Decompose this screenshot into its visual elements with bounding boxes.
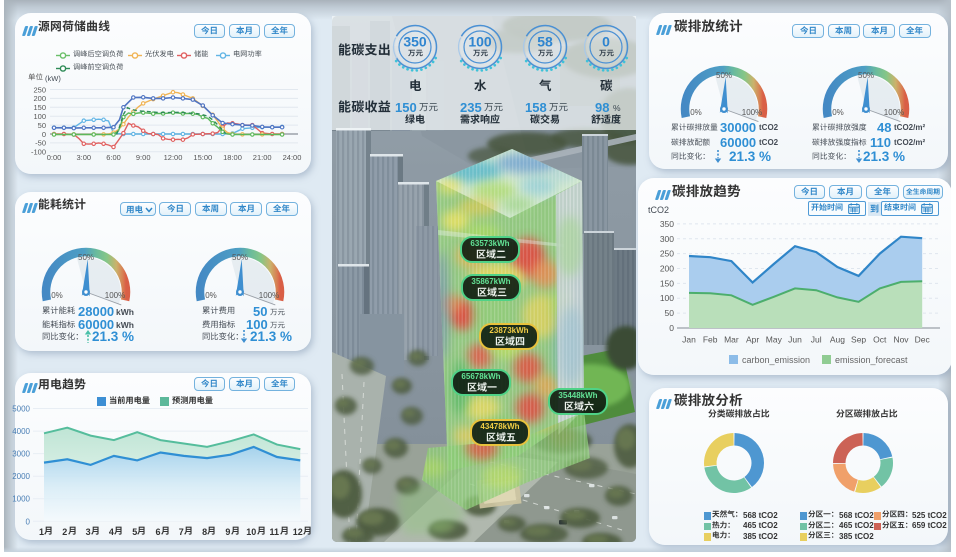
svg-text:0%: 0% xyxy=(205,291,217,300)
svg-text:50%: 50% xyxy=(858,71,874,80)
svg-text:15:00: 15:00 xyxy=(193,153,212,162)
svg-text:350: 350 xyxy=(660,219,674,229)
svg-text:-50: -50 xyxy=(35,139,46,148)
svg-text:0%: 0% xyxy=(832,108,844,117)
svg-text:2000: 2000 xyxy=(12,472,30,481)
svg-text:100%: 100% xyxy=(105,291,125,300)
svg-text:0:00: 0:00 xyxy=(47,153,62,162)
svg-text:100%: 100% xyxy=(884,108,904,117)
svg-text:0: 0 xyxy=(602,34,610,50)
svg-text:0: 0 xyxy=(26,517,31,526)
svg-text:21:00: 21:00 xyxy=(253,153,272,162)
svg-text:Apr: Apr xyxy=(746,335,759,345)
svg-text:Nov: Nov xyxy=(893,335,909,345)
svg-text:200: 200 xyxy=(660,264,674,274)
svg-text:Jun: Jun xyxy=(788,335,802,345)
svg-text:100%: 100% xyxy=(259,291,279,300)
svg-text:100%: 100% xyxy=(742,108,762,117)
svg-text:Oct: Oct xyxy=(873,335,887,345)
svg-text:5000: 5000 xyxy=(12,405,30,414)
svg-text:100: 100 xyxy=(660,293,674,303)
svg-text:250: 250 xyxy=(33,85,46,94)
svg-text:150: 150 xyxy=(33,103,46,112)
svg-text:0: 0 xyxy=(42,130,46,139)
svg-text:3:00: 3:00 xyxy=(76,153,91,162)
svg-text:50%: 50% xyxy=(78,253,94,262)
svg-text:Jul: Jul xyxy=(811,335,822,345)
svg-text:100: 100 xyxy=(468,34,492,50)
svg-text:18:00: 18:00 xyxy=(223,153,242,162)
svg-text:50%: 50% xyxy=(232,253,248,262)
svg-text:Jan: Jan xyxy=(682,335,696,345)
svg-text:May: May xyxy=(766,335,783,345)
svg-text:58: 58 xyxy=(537,34,553,50)
svg-text:Sep: Sep xyxy=(851,335,866,345)
svg-text:emission_forecast: emission_forecast xyxy=(835,355,908,365)
svg-text:350: 350 xyxy=(403,34,427,50)
svg-text:-100: -100 xyxy=(31,148,46,157)
svg-text:4000: 4000 xyxy=(12,427,30,436)
svg-text:Mar: Mar xyxy=(724,335,739,345)
svg-text:24:00: 24:00 xyxy=(283,153,302,162)
svg-text:Feb: Feb xyxy=(703,335,718,345)
svg-text:1000: 1000 xyxy=(12,495,30,504)
svg-text:50: 50 xyxy=(665,308,675,318)
svg-text:50: 50 xyxy=(38,121,46,130)
svg-text:0: 0 xyxy=(669,323,674,333)
svg-text:Aug: Aug xyxy=(830,335,845,345)
svg-text:200: 200 xyxy=(33,94,46,103)
svg-text:0%: 0% xyxy=(51,291,63,300)
svg-text:12:00: 12:00 xyxy=(164,153,183,162)
svg-text:6:00: 6:00 xyxy=(106,153,121,162)
svg-text:0%: 0% xyxy=(690,108,702,117)
svg-text:50%: 50% xyxy=(716,71,732,80)
svg-text:250: 250 xyxy=(660,249,674,259)
svg-text:9:00: 9:00 xyxy=(136,153,151,162)
svg-text:carbon_emission: carbon_emission xyxy=(742,355,810,365)
svg-text:100: 100 xyxy=(33,112,46,121)
svg-text:3000: 3000 xyxy=(12,450,30,459)
svg-text:Dec: Dec xyxy=(915,335,931,345)
svg-text:150: 150 xyxy=(660,278,674,288)
svg-text:300: 300 xyxy=(660,234,674,244)
